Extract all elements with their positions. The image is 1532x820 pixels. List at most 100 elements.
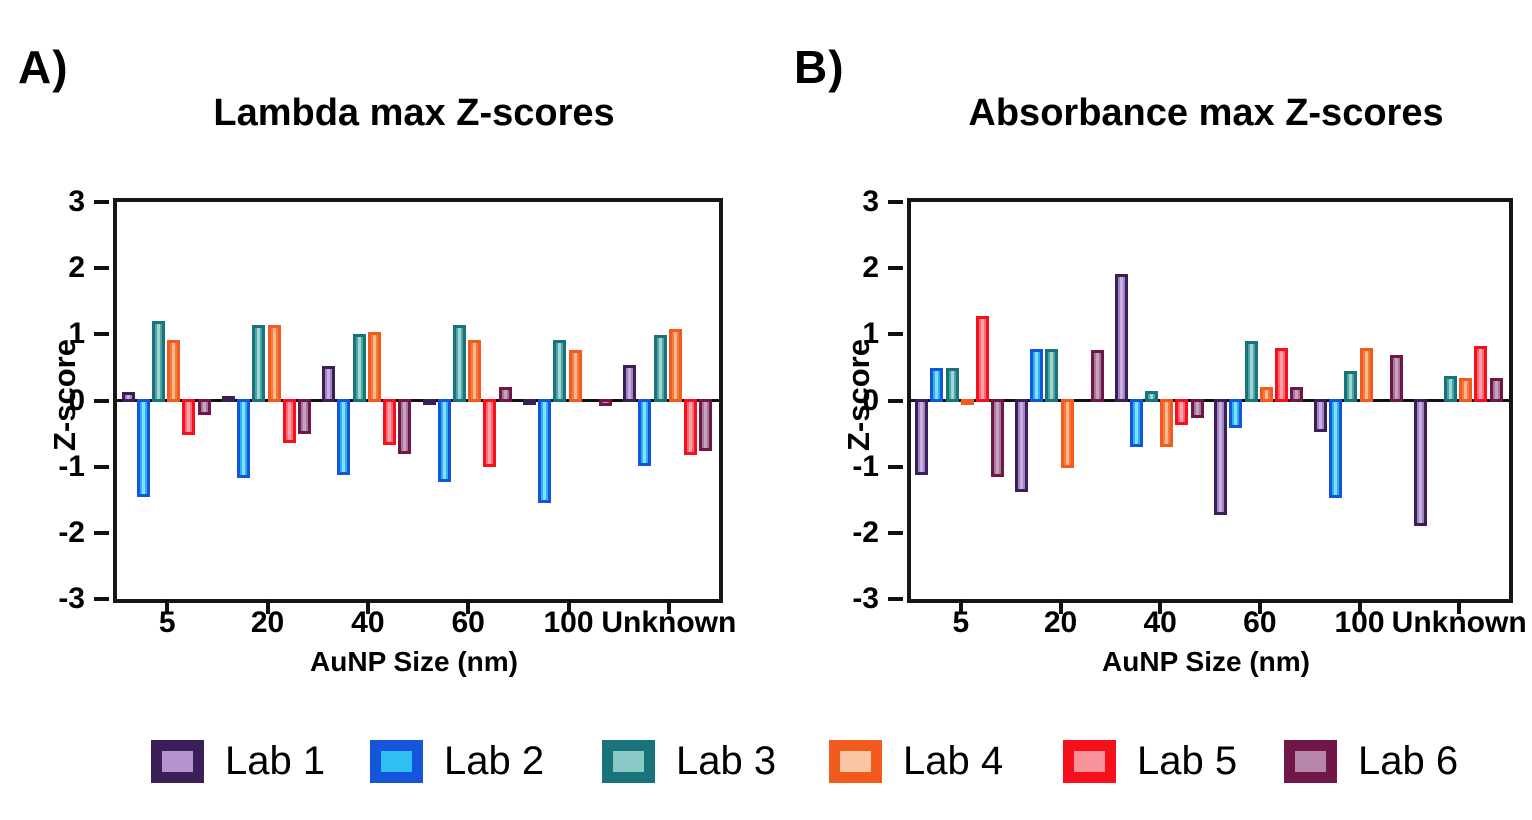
x-tick (958, 599, 963, 614)
bar-b-20-lab-2 (1030, 349, 1044, 402)
x-tick-label-60: 60 (451, 606, 485, 639)
legend-label-lab-4: Lab 4 (903, 739, 1004, 783)
x-tick-label-unknown: Unknown (1391, 606, 1527, 639)
bar-a-60-lab-1 (422, 399, 436, 405)
bar-b-5-lab-2 (930, 367, 944, 402)
bar-b-60-lab-4 (1259, 386, 1273, 402)
bar-b-40-lab-3 (1144, 391, 1158, 402)
bar-b-unknown-lab-6 (1489, 377, 1503, 402)
legend-swatch-lab-1 (151, 740, 204, 783)
y-tick-label: 2 (862, 251, 879, 285)
x-tick (466, 599, 471, 614)
legend-label-lab-3: Lab 3 (676, 739, 777, 783)
x-tick-label-5: 5 (952, 606, 970, 639)
y-tick-label: 3 (68, 185, 85, 218)
y-tick (94, 200, 109, 204)
bar-a-5-lab-2 (136, 399, 150, 497)
legend: Lab 1 Lab 2 Lab 3 Lab 4 Lab 5 Lab 6 (0, 0, 1532, 783)
y-tick (888, 530, 903, 535)
bar-a-5-lab-3 (151, 321, 165, 402)
bar-a-40-lab-5 (383, 399, 397, 446)
y-tick (888, 398, 903, 403)
bar-a-100-lab-6 (598, 399, 612, 406)
bar-b-100-lab-4 (1359, 347, 1373, 402)
bar-a-40-lab-4 (367, 331, 381, 402)
bar-a-20-lab-6 (297, 399, 311, 435)
y-tick-label: 3 (862, 185, 879, 218)
bar-b-60-lab-3 (1244, 341, 1258, 402)
x-tick (1257, 599, 1262, 614)
bar-a-60-lab-4 (468, 339, 482, 402)
bar-b-20-lab-4 (1060, 399, 1074, 468)
x-tick-label-60: 60 (1243, 606, 1277, 639)
bar-b-5-lab-5 (976, 315, 990, 402)
x-tick (1357, 599, 1362, 614)
bar-a-100-lab-3 (553, 340, 567, 402)
bar-a-5-lab-6 (197, 399, 211, 415)
y-tick (888, 597, 903, 601)
panel-a-x-axis-label: AuNP Size (nm) (310, 646, 518, 677)
panel-b-title: Absorbance max Z-scores (968, 92, 1444, 134)
panel-a-plot-area: 3 2 1 0 -1 -2 -3 5 20 40 60 100 Unknown (58, 185, 736, 639)
bar-a-20-lab-5 (282, 399, 296, 443)
y-tick (94, 266, 109, 271)
bar-a-unknown-lab-3 (653, 335, 667, 402)
y-tick (888, 464, 903, 469)
bar-a-unknown-lab-5 (684, 399, 698, 455)
x-tick-label-40: 40 (1143, 606, 1177, 639)
x-tick (365, 599, 370, 614)
panel-b-plot-area: 3 2 1 0 -1 -2 -3 5 20 40 60 100 Unknown (852, 185, 1526, 639)
legend-label-lab-1: Lab 1 (225, 739, 326, 783)
bar-a-40-lab-1 (322, 366, 336, 402)
bar-b-unknown-lab-1 (1413, 399, 1427, 527)
y-tick (94, 530, 109, 535)
bar-b-5-lab-4 (960, 399, 974, 405)
panel-b-zero-line (911, 399, 1509, 402)
panel-a-label: A) (18, 41, 69, 93)
legend-label-lab-2: Lab 2 (444, 739, 545, 783)
x-tick-label-5: 5 (158, 606, 176, 639)
y-tick (94, 332, 109, 337)
panel-a-title: Lambda max Z-scores (213, 92, 615, 134)
bar-a-5-lab-5 (182, 399, 196, 436)
bar-b-20-lab-1 (1014, 399, 1028, 493)
x-tick (566, 599, 571, 614)
bar-b-40-lab-5 (1175, 399, 1189, 426)
bar-a-unknown-lab-4 (668, 329, 682, 402)
bar-a-20-lab-3 (252, 324, 266, 402)
bar-a-100-lab-4 (568, 349, 582, 402)
bar-a-60-lab-2 (437, 399, 451, 482)
bar-a-100-lab-2 (538, 399, 552, 503)
y-tick-label: -3 (58, 582, 85, 615)
y-tick (94, 464, 109, 469)
bar-b-5-lab-6 (991, 399, 1005, 478)
legend-swatch-lab-2 (370, 740, 423, 783)
bar-b-unknown-lab-5 (1474, 345, 1488, 402)
bar-a-40-lab-3 (352, 333, 366, 402)
bar-a-60-lab-5 (483, 399, 497, 468)
bar-a-60-lab-3 (452, 324, 466, 402)
legend-label-lab-5: Lab 5 (1137, 739, 1238, 783)
bar-b-40-lab-2 (1129, 399, 1143, 447)
x-tick (666, 599, 671, 614)
x-tick (1457, 599, 1462, 614)
y-tick (94, 597, 109, 601)
y-tick (888, 332, 903, 337)
panel-b-label: B) (794, 41, 845, 93)
bar-b-60-lab-6 (1290, 386, 1304, 402)
bar-a-unknown-lab-2 (638, 399, 652, 467)
x-tick-label-20: 20 (250, 606, 285, 639)
bar-a-100-lab-1 (522, 399, 536, 405)
x-tick-label-100: 100 (543, 606, 594, 639)
x-tick (1058, 599, 1063, 614)
bar-a-5-lab-4 (167, 340, 181, 402)
legend-swatch-lab-5 (1063, 740, 1116, 783)
bar-b-unknown-lab-3 (1443, 376, 1457, 402)
y-tick-label: 1 (68, 317, 85, 351)
bar-b-5-lab-1 (915, 399, 929, 476)
bar-a-40-lab-2 (337, 399, 351, 476)
bar-a-5-lab-1 (121, 392, 135, 402)
x-tick (265, 599, 270, 614)
bar-b-40-lab-6 (1190, 399, 1204, 419)
y-tick (94, 398, 109, 403)
